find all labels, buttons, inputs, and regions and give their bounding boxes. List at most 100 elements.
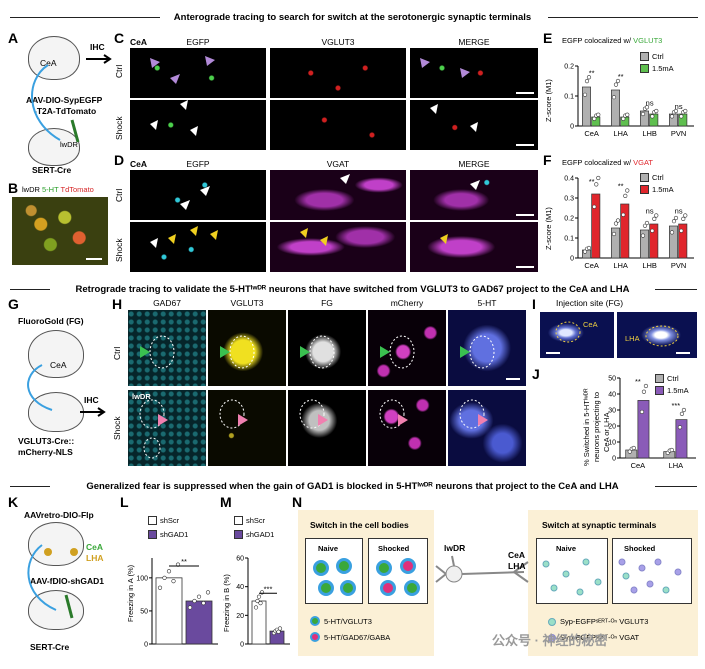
significance-label: **	[589, 177, 595, 186]
data-point	[594, 182, 599, 187]
cell-5ht-gad67	[380, 580, 396, 596]
column-header: VGLUT3	[321, 37, 355, 47]
legend-swatch-shock	[640, 64, 649, 73]
divider	[10, 17, 160, 18]
virus-label: -T2A-TdTomato	[34, 106, 97, 116]
legend-cell-vglut3	[310, 616, 320, 626]
data-point	[683, 108, 688, 114]
data-point	[679, 411, 685, 416]
virus-label: AAV-DIO-SypEGFP	[26, 95, 103, 105]
significance-label: ns	[675, 207, 683, 216]
y-tick-label: 0.2	[564, 64, 574, 71]
virus-label: AAVretro-DIO-Flp	[24, 510, 94, 520]
data-point	[681, 216, 686, 222]
cell-5ht-vglut3	[376, 560, 392, 576]
terminal-dots-overlay	[542, 558, 682, 596]
data-point	[639, 409, 645, 415]
data-point	[592, 204, 597, 209]
y-tick-label: 0	[240, 642, 244, 649]
microscopy-image	[448, 390, 526, 466]
x-tick-label: CeA	[584, 129, 599, 138]
row-label: Ctrl	[114, 188, 124, 202]
region-label: LHA	[625, 334, 640, 343]
data-point	[157, 585, 163, 590]
microscopy-image	[130, 222, 266, 272]
panel-letter-M: M	[220, 494, 232, 510]
bar	[639, 110, 649, 127]
column-header: 5-HT	[477, 298, 497, 308]
significance-label: **	[589, 68, 595, 77]
data-point	[641, 389, 647, 394]
bar	[649, 223, 659, 259]
data-point	[187, 605, 193, 610]
x-tick-label: LHA	[613, 261, 628, 270]
panel-letter-E: E	[543, 30, 553, 46]
data-point	[196, 594, 202, 599]
y-tick-label: 60	[236, 556, 244, 563]
y-axis-label: % Switched in 5-HTᴵʷᴰᴿ	[582, 388, 591, 466]
panel-letter-K: K	[8, 494, 19, 510]
legend-label: Ctrl	[667, 374, 679, 383]
condition-label: Naive	[556, 544, 577, 553]
microscopy-image	[130, 48, 266, 98]
section-title-middle: Retrograde tracing to validate the 5-HTᴵ…	[75, 284, 630, 295]
y-tick-label: 20	[608, 424, 616, 431]
schematic-title: Switch at synaptic terminals	[542, 520, 657, 530]
significance-label: ***	[671, 401, 680, 410]
microscopy-image	[270, 222, 406, 272]
y-tick-label: 0.2	[564, 216, 574, 223]
legend-label: Syp-EGFPˢᴱᴿᵀ-ᴼⁿ VGLUT3	[560, 617, 649, 626]
divider	[548, 17, 698, 18]
data-point	[253, 605, 259, 610]
data-point	[584, 79, 590, 84]
data-point	[669, 114, 675, 119]
scale-bar	[546, 352, 560, 354]
watermark: 公众号 · 神经的秘密	[492, 633, 608, 648]
bar	[675, 419, 688, 459]
scale-bar	[506, 378, 520, 380]
y-tick-label: 10	[608, 440, 616, 447]
x-tick-label: CeA	[631, 461, 646, 470]
chart-title-marker: VGAT	[633, 158, 654, 167]
schematic-title: Switch in the cell bodies	[310, 520, 409, 530]
region-label: CeA	[50, 360, 67, 370]
data-point	[631, 445, 636, 451]
y-axis-label: Freezing in A (%)	[126, 564, 135, 622]
scale-bar	[516, 214, 534, 216]
y-tick-label: 0	[144, 642, 148, 649]
data-point	[277, 626, 283, 631]
legend-label: shGAD1	[160, 530, 189, 539]
data-point	[673, 108, 679, 114]
chart-title-marker: VGLUT3	[633, 36, 663, 45]
region-label: CeA	[130, 37, 148, 47]
microscopy-image	[410, 222, 538, 272]
chart-title-prefix: EGFP colocalized w/	[562, 158, 634, 167]
arrowheads-overlay	[150, 174, 480, 248]
microscopy-image	[288, 390, 366, 466]
legend-swatch-ctrl	[655, 374, 664, 383]
scale-bar	[516, 92, 534, 94]
data-point	[654, 213, 659, 218]
cell-5ht-vglut3	[318, 580, 334, 596]
brain-section-icon	[28, 392, 84, 432]
data-point	[650, 228, 655, 233]
panel-letter-L: L	[120, 494, 129, 510]
projection-arrow-icon	[27, 364, 53, 411]
y-tick-label: 0.1	[564, 94, 574, 101]
scale-bar	[86, 258, 102, 260]
legend-label: 1.5mA	[667, 386, 689, 395]
region-label: CeA	[130, 159, 148, 169]
significance-label: ns	[646, 207, 654, 216]
y-tick-label: 50	[608, 376, 616, 383]
data-point	[640, 233, 646, 238]
panel-title: Injection site (FG)	[556, 298, 624, 308]
panel-letter-H: H	[112, 296, 123, 312]
bar	[639, 229, 649, 259]
panel-letter-I: I	[532, 296, 536, 312]
ihc-label: IHC	[84, 395, 99, 405]
legend-dot-vgat	[548, 634, 556, 642]
y-axis-label: Z-score (M1)	[544, 79, 553, 122]
legend-swatch-shscr	[234, 516, 243, 525]
condition-label: Shocked	[378, 544, 410, 553]
data-point	[615, 218, 621, 223]
